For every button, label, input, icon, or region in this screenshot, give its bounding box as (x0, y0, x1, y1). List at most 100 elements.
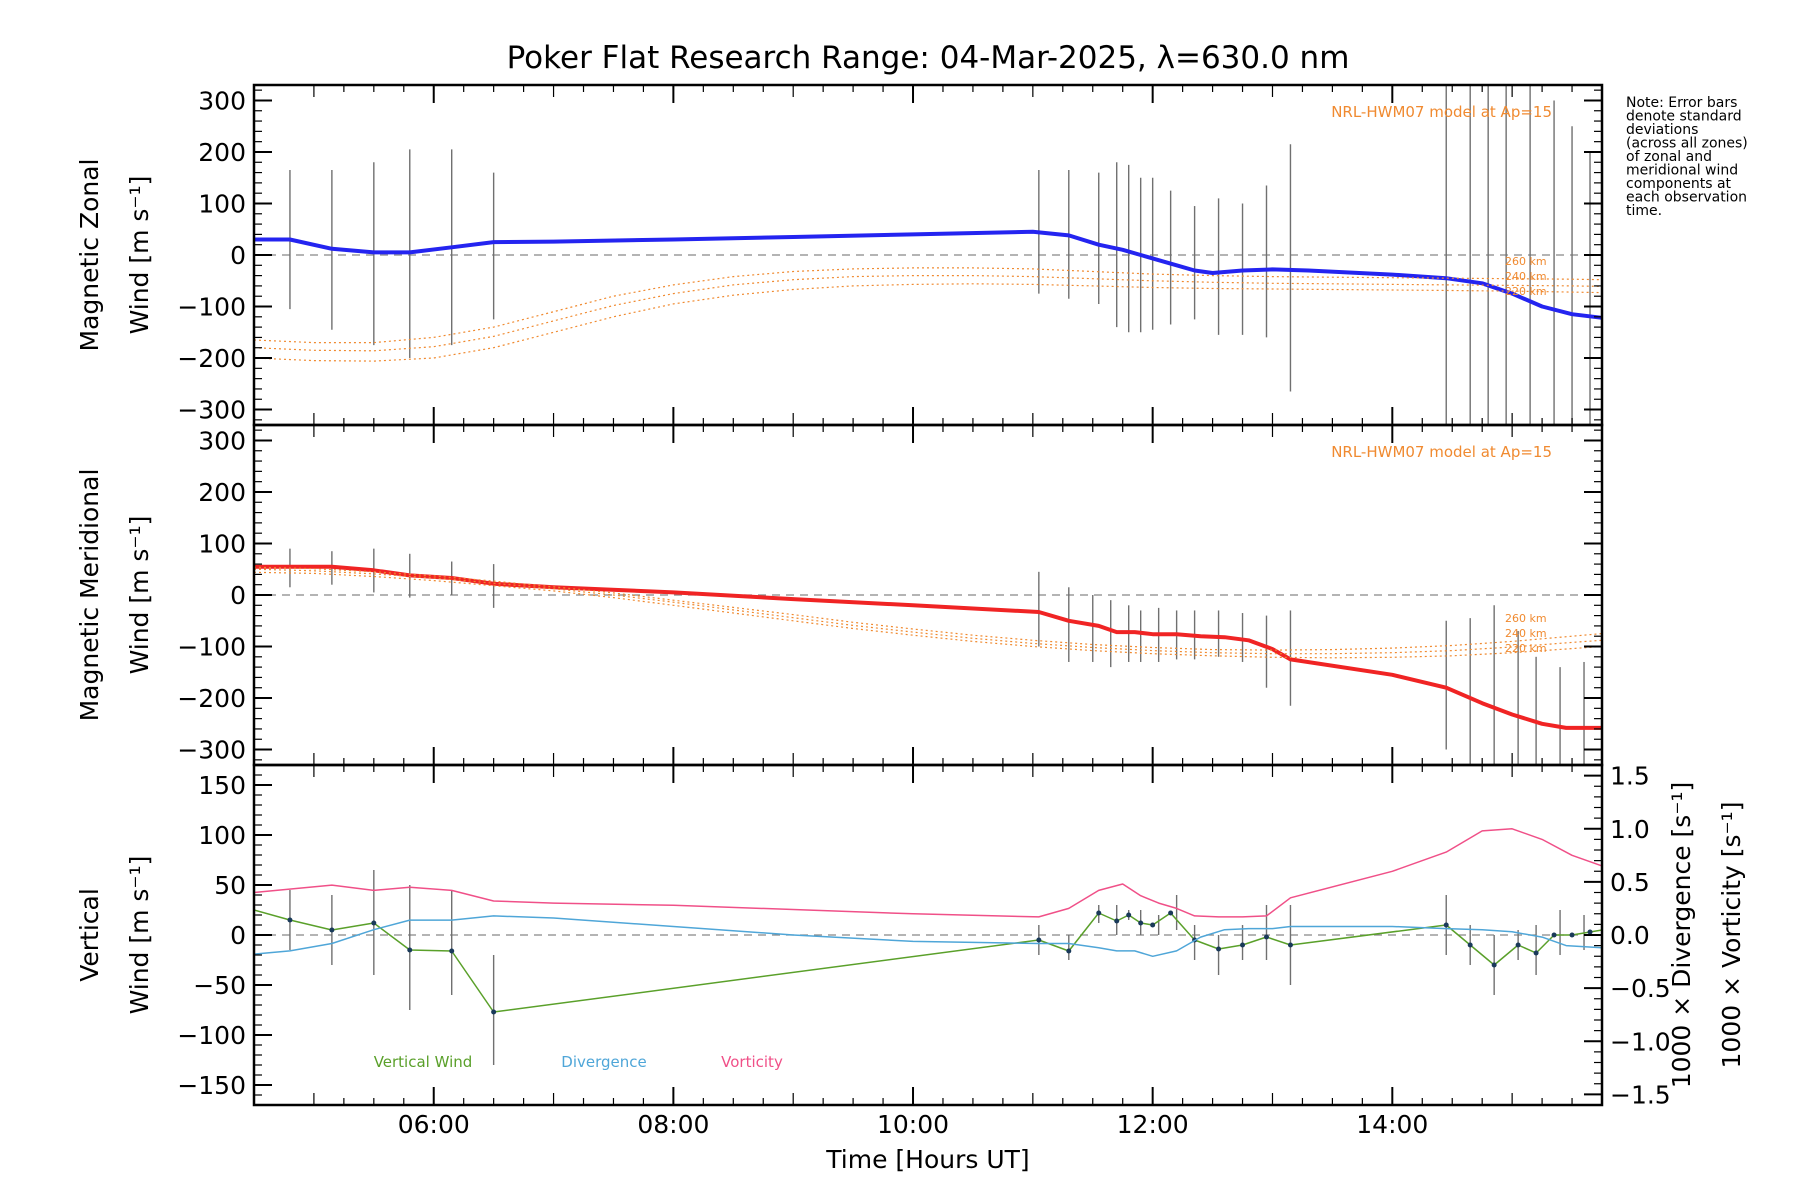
model-altitude-label: 240 km (1505, 270, 1547, 283)
y-tick-label: 100 (198, 529, 246, 558)
vertical-wind-point (1533, 950, 1539, 956)
model-line (253, 566, 1603, 651)
vertical-wind-point (1036, 937, 1042, 943)
vertical-wind-point (1216, 946, 1222, 952)
vertical-wind-point (1168, 910, 1174, 916)
model-label: NRL-HWM07 model at Ap=15 (1331, 103, 1552, 121)
vertical-wind-point (1443, 922, 1449, 928)
vertical-wind-point (1515, 942, 1521, 948)
y-axis-label: Wind [m s⁻¹] (125, 176, 154, 335)
y-tick-label: −200 (177, 684, 246, 713)
divergence-line (253, 915, 1603, 958)
panel-zonal: 300 200 100 0 −100 −200 −300 Magnetic Zonal Wind… (75, 83, 1604, 427)
model-altitude-label: 220 km (1505, 642, 1547, 655)
legend-entry: Vorticity (721, 1053, 783, 1071)
vertical-wind-point (1467, 942, 1473, 948)
panel-meridional: 300 200 100 0 −100 −200 −300 Magnetic Meridiona… (75, 423, 1604, 767)
vertical-wind-point (1569, 932, 1575, 938)
meridional-wind-line (254, 564, 1602, 730)
note-line: components at (1626, 176, 1732, 192)
y-tick-label: −100 (177, 293, 246, 322)
model-altitude-label: 260 km (1505, 255, 1547, 268)
y-tick-label: −50 (193, 971, 246, 1000)
right-y-tick-label: 1.0 (1610, 815, 1650, 844)
x-tick-label: 14:00 (1356, 1110, 1428, 1139)
note-line: each observation (1626, 190, 1747, 206)
right-y-tick-label: −1.5 (1610, 1080, 1671, 1109)
x-tick-label: 08:00 (637, 1110, 709, 1139)
y-tick-label: −100 (177, 633, 246, 662)
vertical-wind-point (491, 1009, 497, 1015)
zonal-wind-line (254, 229, 1603, 320)
vertical-wind-point (1126, 912, 1132, 918)
vertical-wind-point (1587, 929, 1593, 935)
note-line: deviations (1626, 122, 1698, 138)
right-y-tick-label: −0.5 (1610, 974, 1671, 1003)
note-line: Note: Error bars (1626, 95, 1737, 111)
note-line: time. (1626, 203, 1662, 219)
y-tick-label: 300 (198, 86, 246, 115)
right-y-tick-label: 0.0 (1610, 921, 1650, 950)
model-altitude-label: 260 km (1505, 612, 1547, 625)
note-line: of zonal and (1626, 149, 1712, 165)
right-y-tick-label: 0.5 (1610, 868, 1650, 897)
vertical-wind-point (1114, 918, 1120, 924)
right-y-axis-label-vorticity: 1000 × Vorticity [s⁻¹] (1717, 802, 1746, 1069)
chart-title: Poker Flat Research Range: 04-Mar-2025, … (507, 40, 1350, 76)
vertical-wind-point (1263, 934, 1269, 940)
vertical-wind-point (1066, 948, 1072, 954)
vorticity-line (253, 828, 1603, 918)
vertical-wind-point (371, 920, 377, 926)
x-tick-label: 12:00 (1117, 1110, 1189, 1139)
y-tick-label: 100 (198, 821, 246, 850)
vertical-wind-point (329, 927, 335, 933)
note-line: meridional wind (1626, 163, 1738, 179)
vertical-wind-point (1150, 922, 1156, 928)
note-line: (across all zones) (1626, 136, 1748, 152)
vertical-wind-point (1491, 962, 1497, 968)
y-tick-label: 0 (230, 581, 246, 610)
x-tick-label: 10:00 (877, 1110, 949, 1139)
y-tick-label: 50 (214, 871, 246, 900)
y-axis-label: Wind [m s⁻¹] (125, 516, 154, 675)
vertical-wind-point (1287, 942, 1293, 948)
y-tick-label: −100 (177, 1021, 246, 1050)
model-line (253, 283, 1603, 362)
model-label: NRL-HWM07 model at Ap=15 (1331, 443, 1552, 461)
model-altitude-label: 220 km (1505, 285, 1547, 298)
note-line: denote standard (1626, 109, 1742, 125)
y-axis-label: Magnetic Zonal (75, 159, 104, 352)
y-tick-label: 0 (230, 921, 246, 950)
vertical-wind-point (1240, 942, 1246, 948)
vertical-wind-point (1096, 910, 1102, 916)
y-tick-label: −150 (177, 1071, 246, 1100)
model-line (253, 568, 1603, 655)
model-altitude-label: 240 km (1505, 627, 1547, 640)
y-axis-label: Magnetic Meridional (75, 469, 104, 722)
vertical-wind-point (407, 947, 413, 953)
right-y-axis-label-divergence: 1000 × Divergence [s⁻¹] (1667, 782, 1696, 1089)
y-tick-label: 300 (198, 426, 246, 455)
model-line (253, 267, 1603, 344)
legend-entry: Vertical Wind (374, 1053, 473, 1071)
right-y-tick-label: 1.5 (1610, 762, 1650, 791)
y-tick-label: −300 (177, 736, 246, 765)
y-tick-label: 100 (198, 189, 246, 218)
model-line (253, 571, 1603, 659)
model-line (253, 275, 1603, 352)
y-tick-label: 200 (198, 138, 246, 167)
vertical-wind-point (449, 948, 455, 954)
legend-entry: Divergence (561, 1053, 646, 1071)
vertical-wind-line (253, 909, 1603, 1013)
y-tick-label: 0 (230, 241, 246, 270)
y-tick-label: 200 (198, 478, 246, 507)
vertical-wind-point (287, 917, 293, 923)
y-tick-label: −200 (177, 344, 246, 373)
y-tick-label: −300 (177, 396, 246, 425)
y-axis-label: Vertical (75, 888, 104, 982)
x-tick-label: 06:00 (398, 1110, 470, 1139)
vertical-wind-point (1138, 920, 1144, 926)
vertical-wind-point (1551, 932, 1557, 938)
x-axis-label: Time [Hours UT] (825, 1145, 1029, 1174)
